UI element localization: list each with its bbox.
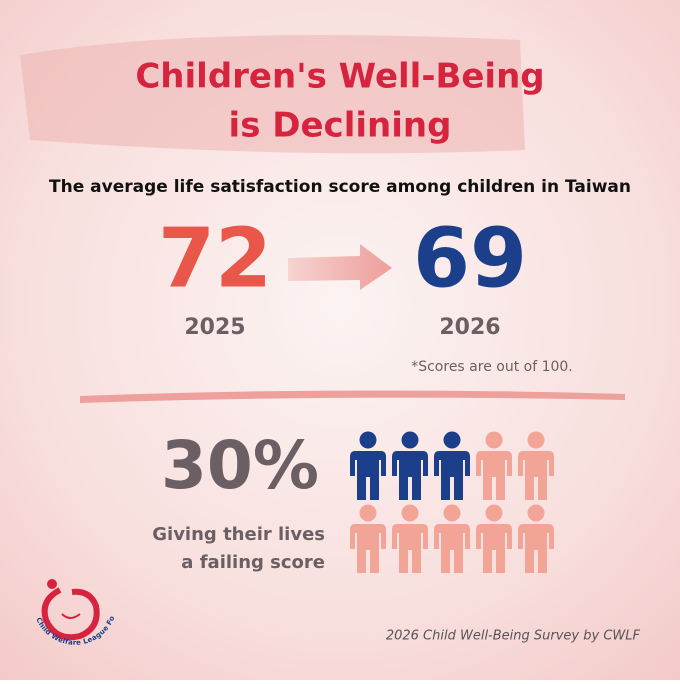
brush-stroke: [20, 35, 525, 154]
icon-head: [527, 431, 545, 449]
to-year: 2026: [439, 315, 500, 340]
icon-body: [434, 451, 470, 500]
icon-head: [485, 431, 503, 449]
person-icon: [476, 504, 512, 573]
footer-source: 2026 Child Well-Being Survey by CWLF: [386, 629, 641, 644]
subtitle: The average life satisfaction score amon…: [49, 177, 631, 197]
arrow: [288, 244, 392, 290]
person-icon: [476, 431, 512, 500]
person-icon: [392, 504, 428, 573]
person-icon: [350, 504, 386, 573]
icon-body: [476, 524, 512, 573]
icon-head: [401, 431, 419, 449]
icon-body: [518, 451, 554, 500]
person-icon: [350, 431, 386, 500]
icon-body: [350, 451, 386, 500]
icon-body: [476, 451, 512, 500]
icon-head: [527, 504, 545, 522]
icon-body: [518, 524, 554, 573]
icon-body: [392, 524, 428, 573]
logo-swirl: [41, 587, 100, 641]
person-icon: [518, 504, 554, 573]
from-year: 2025: [184, 315, 245, 340]
caption-line: a failing score: [181, 552, 325, 573]
person-icon: [434, 504, 470, 573]
title-line: is Declining: [229, 106, 452, 146]
icon-head: [401, 504, 419, 522]
note: *Scores are out of 100.: [411, 359, 573, 375]
icon-body: [350, 524, 386, 573]
failing-percent: 30%: [161, 427, 319, 504]
person-icon: [518, 431, 554, 500]
logo-smile: [61, 613, 81, 619]
to-score: 69: [413, 211, 527, 306]
caption-line: Giving their lives: [152, 524, 325, 545]
icon-head: [485, 504, 503, 522]
person-icon: [392, 431, 428, 500]
divider: [80, 390, 625, 403]
pictogram: [350, 431, 554, 573]
icon-body: [392, 451, 428, 500]
title-line: Children's Well-Being: [135, 57, 544, 97]
icon-head: [443, 504, 461, 522]
person-icon: [434, 431, 470, 500]
icon-head: [359, 431, 377, 449]
icon-body: [434, 524, 470, 573]
logo-dot: [47, 579, 57, 589]
icon-head: [359, 504, 377, 522]
icon-head: [443, 431, 461, 449]
from-score: 72: [158, 211, 272, 306]
